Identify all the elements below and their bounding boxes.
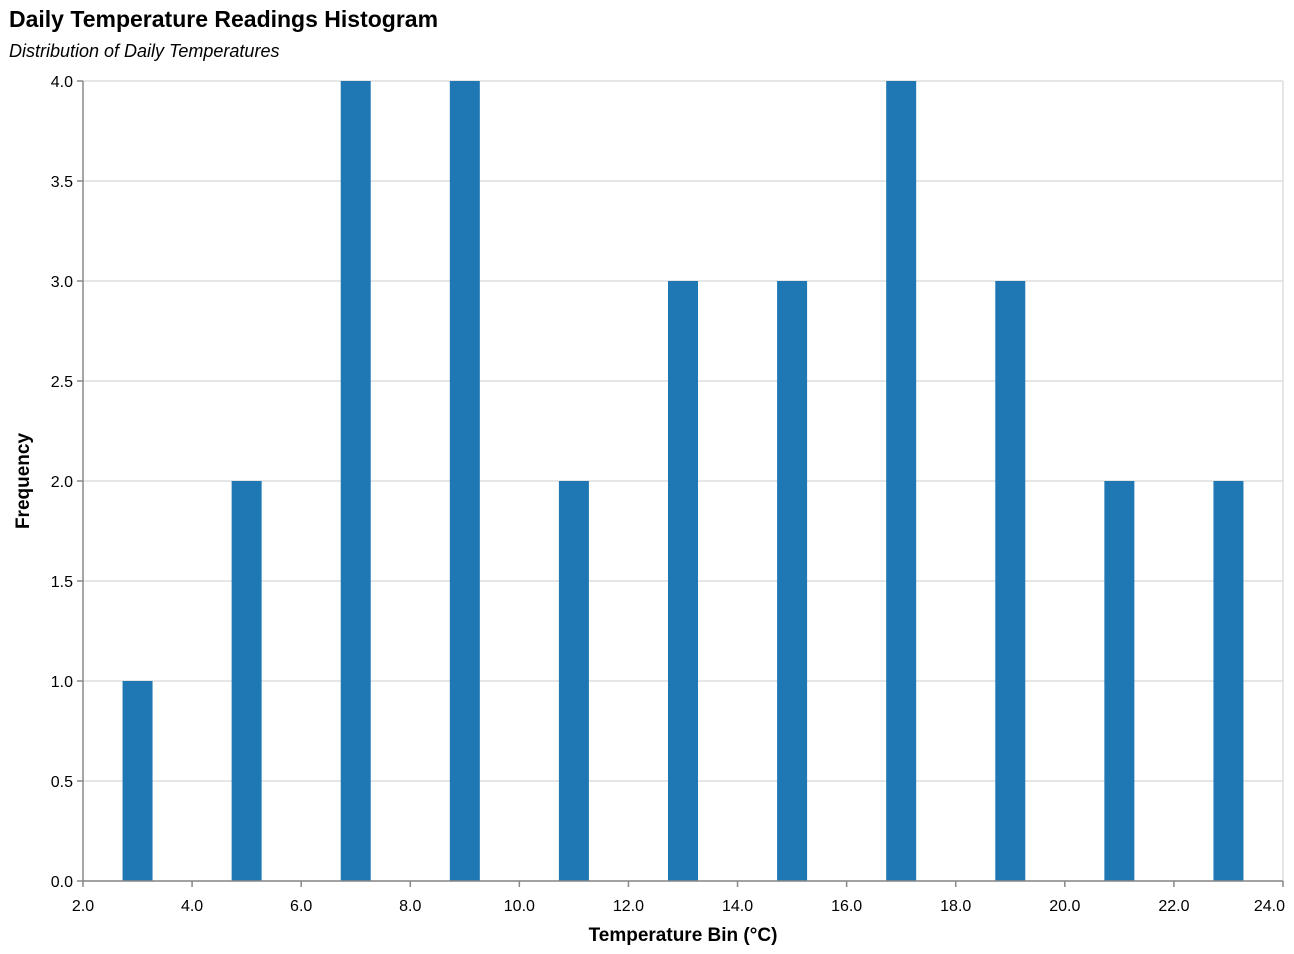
x-tick-label: 22.0 (1158, 898, 1189, 915)
y-tick-label: 0.0 (51, 874, 73, 891)
y-axis-title: Frequency (13, 433, 34, 530)
y-tick-label: 1.0 (51, 674, 73, 691)
histogram-bar (340, 81, 371, 881)
histogram-bar (995, 281, 1026, 881)
histogram-bar (449, 81, 480, 881)
chart-title: Daily Temperature Readings Histogram (9, 6, 439, 32)
x-tick-label: 4.0 (181, 898, 203, 915)
y-tick-label: 1.5 (51, 574, 73, 591)
y-tick-label: 4.0 (51, 74, 73, 91)
y-tick-label: 2.0 (51, 474, 73, 491)
x-tick-label: 24.0 (1254, 898, 1285, 915)
x-tick-label: 10.0 (504, 898, 535, 915)
histogram-bar (1213, 481, 1244, 881)
y-tick-label: 3.5 (51, 174, 73, 191)
histogram-bar (122, 681, 153, 881)
y-tick-label: 3.0 (51, 274, 73, 291)
y-axis: 0.0 0.5 1.0 1.5 2.0 2.5 3.0 3.5 4.0 (51, 74, 84, 891)
x-axis-title: Temperature Bin (°C) (589, 925, 778, 946)
histogram-bar (231, 481, 262, 881)
histogram-bar (886, 81, 917, 881)
x-tick-label: 14.0 (722, 898, 753, 915)
histogram-bar (777, 281, 808, 881)
histogram-bar (1104, 481, 1135, 881)
chart-subtitle: Distribution of Daily Temperatures (9, 41, 280, 61)
x-tick-label: 20.0 (1049, 898, 1080, 915)
y-tick-label: 2.5 (51, 374, 73, 391)
x-tick-label: 2.0 (72, 898, 94, 915)
histogram-bar (668, 281, 698, 881)
x-tick-label: 16.0 (831, 898, 862, 915)
x-tick-label: 18.0 (940, 898, 971, 915)
histogram-bar (558, 481, 589, 881)
y-tick-label: 0.5 (51, 774, 73, 791)
x-tick-label: 8.0 (399, 898, 421, 915)
x-tick-label: 12.0 (613, 898, 644, 915)
x-tick-label: 6.0 (290, 898, 312, 915)
bars (122, 81, 1244, 881)
x-axis: 2.0 4.0 6.0 8.0 10.0 12.0 14.0 16.0 18.0 20.0 22.0… (72, 880, 1285, 915)
